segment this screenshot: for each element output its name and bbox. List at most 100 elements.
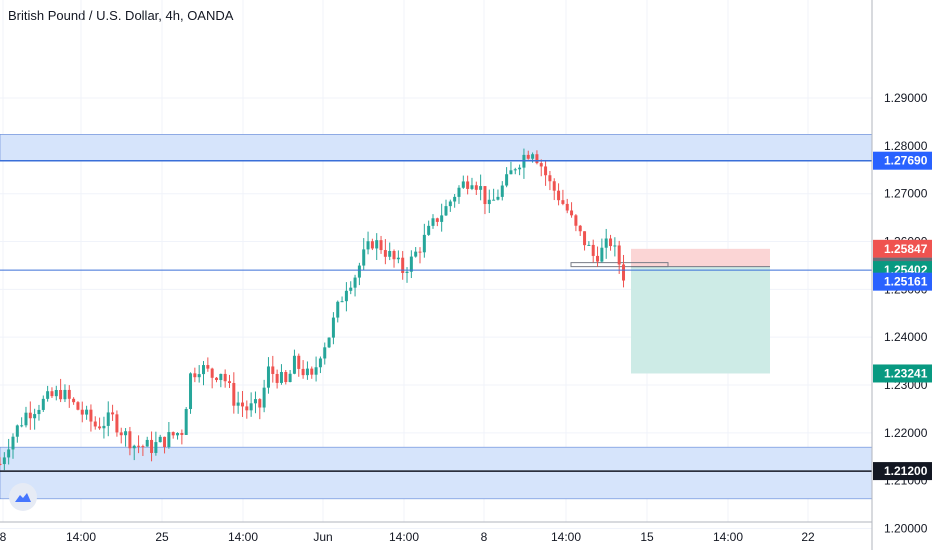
candle-body	[232, 382, 236, 406]
price-badge-label: 1.21200	[884, 464, 928, 478]
candle-body	[578, 225, 582, 232]
time-tick-label: 14:00	[389, 530, 419, 544]
candle-body	[531, 154, 535, 159]
candle-body	[349, 287, 353, 291]
time-tick-label: 14:00	[228, 530, 258, 544]
candle-body	[596, 255, 600, 262]
price-badge-label: 1.23241	[884, 366, 928, 380]
time-tick-label: Jun	[313, 530, 332, 544]
candle-body	[284, 372, 288, 383]
candle-body	[158, 436, 162, 443]
candle-body	[288, 373, 292, 383]
time-tick-label: 14:00	[713, 530, 743, 544]
candle-body	[535, 154, 539, 164]
candle-body	[344, 290, 348, 302]
candle-body	[470, 185, 474, 189]
candle-body	[379, 240, 383, 251]
candle-body	[318, 358, 322, 368]
price-badge-label: 1.25161	[884, 275, 928, 289]
price-badge	[873, 272, 932, 291]
candle-body	[587, 244, 591, 246]
candle-body	[33, 414, 37, 419]
candle-body	[249, 403, 253, 411]
candles	[0, 148, 626, 471]
candle-body	[366, 241, 370, 250]
price-badge	[873, 462, 932, 481]
candle-body	[414, 251, 418, 257]
candle-body	[59, 389, 63, 400]
candle-body	[210, 368, 214, 378]
price-tick-label: 1.20000	[884, 521, 928, 535]
candle-body	[544, 166, 548, 176]
candle-body	[448, 201, 452, 207]
candle-body	[457, 187, 461, 197]
candle-body	[98, 426, 102, 429]
candle-body	[370, 241, 374, 249]
candle-body	[206, 365, 210, 369]
candle-body	[193, 373, 197, 378]
candle-body	[401, 257, 405, 273]
candle-body	[479, 186, 483, 190]
candle-body	[453, 196, 457, 202]
candle-body	[119, 432, 123, 436]
candle-body	[548, 175, 552, 182]
tradingview-logo-button[interactable]	[9, 483, 37, 511]
candle-body	[253, 399, 257, 404]
candle-body	[93, 421, 97, 427]
price-tick-label: 1.22000	[884, 426, 928, 440]
candle-body	[180, 433, 184, 435]
candle-body	[50, 391, 54, 397]
candle-body	[461, 181, 465, 188]
candle-body	[80, 409, 84, 415]
candle-body	[0, 463, 2, 465]
candle-body	[613, 245, 617, 247]
candle-body	[236, 402, 240, 406]
candle-body	[167, 432, 171, 448]
candle-body	[7, 449, 11, 458]
price-badge	[873, 151, 932, 170]
price-tick-label: 1.28000	[884, 139, 928, 153]
candle-body	[240, 402, 244, 407]
candle-body	[500, 185, 504, 197]
candle-body	[54, 389, 58, 397]
candle-body	[202, 365, 206, 375]
time-tick-label: 8	[481, 530, 488, 544]
candle-body	[600, 247, 604, 262]
candle-body	[258, 399, 262, 408]
candle-body	[513, 169, 517, 171]
candle-body	[336, 301, 340, 318]
support-zone	[0, 446, 873, 500]
candle-body	[279, 372, 283, 383]
cloud-chart-icon	[15, 493, 31, 502]
candle-body	[115, 414, 119, 433]
time-tick-label: 14:00	[66, 530, 96, 544]
candle-body	[375, 240, 379, 249]
candle-body	[2, 457, 6, 465]
candle-body	[76, 402, 80, 410]
candle-body	[292, 355, 296, 374]
candle-body	[310, 368, 314, 375]
time-tick-label: 22	[801, 530, 815, 544]
candle-body	[622, 264, 626, 281]
price-tick-label: 1.27000	[884, 187, 928, 201]
candle-body	[301, 368, 305, 376]
candle-body	[444, 206, 448, 216]
candle-body	[89, 409, 93, 422]
candle-body	[591, 244, 595, 256]
candle-body	[145, 439, 149, 447]
candle-body	[262, 387, 266, 408]
candle-body	[604, 238, 608, 248]
candle-body	[574, 215, 578, 226]
candle-body	[67, 389, 71, 399]
candle-body	[353, 277, 357, 288]
candle-body	[357, 265, 361, 278]
candle-body	[63, 389, 67, 400]
candle-body	[215, 377, 218, 381]
candle-body	[106, 412, 110, 426]
candle-body	[37, 409, 41, 415]
candle-body	[509, 170, 513, 175]
price-badge	[873, 364, 932, 383]
price-tick-label: 1.24000	[884, 330, 928, 344]
candle-body	[128, 431, 132, 449]
